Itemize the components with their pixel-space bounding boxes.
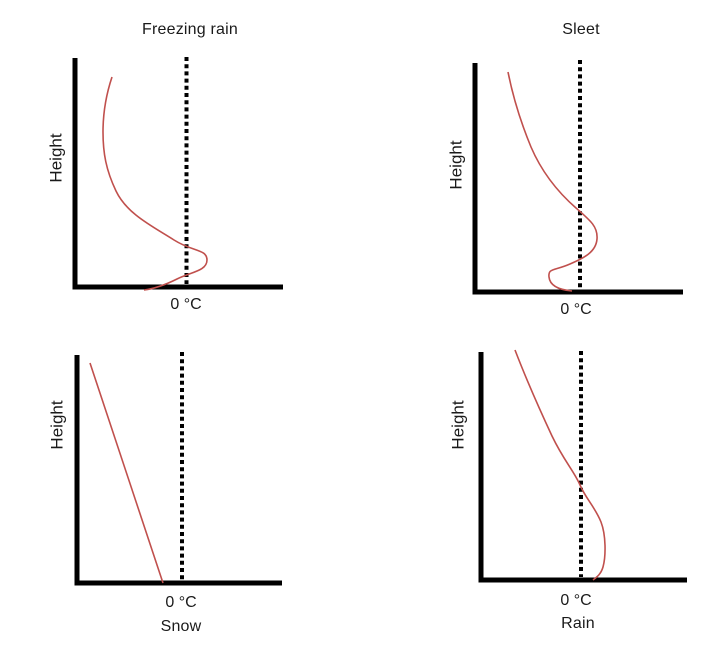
temperature-curve xyxy=(514,349,606,581)
panel-title-rain: Rain xyxy=(561,615,595,632)
panel-title-snow: Snow xyxy=(160,618,202,635)
zero-celsius-label: 0 °C xyxy=(170,296,202,313)
zero-celsius-label: 0 °C xyxy=(165,594,197,611)
plot-area-snow xyxy=(74,352,282,586)
panel-freezing-rain: Freezing rain Height 0 °C xyxy=(0,0,363,330)
temperature-curve xyxy=(507,71,598,292)
plot-area-freezing-rain xyxy=(72,57,283,291)
temperature-curve xyxy=(102,76,208,291)
plot-area-sleet xyxy=(472,60,683,295)
panel-snow: Height 0 °C Snow xyxy=(0,330,363,660)
temperature-curve xyxy=(89,362,164,584)
panel-title-freezing-rain: Freezing rain xyxy=(142,21,238,38)
zero-celsius-label: 0 °C xyxy=(560,592,592,609)
panel-sleet: Sleet Height 0 °C xyxy=(363,0,726,330)
panel-title-sleet: Sleet xyxy=(562,21,600,38)
panel-rain: Height 0 °C Rain xyxy=(363,330,726,660)
zero-celsius-label: 0 °C xyxy=(560,301,592,318)
plot-area-rain xyxy=(478,349,687,583)
